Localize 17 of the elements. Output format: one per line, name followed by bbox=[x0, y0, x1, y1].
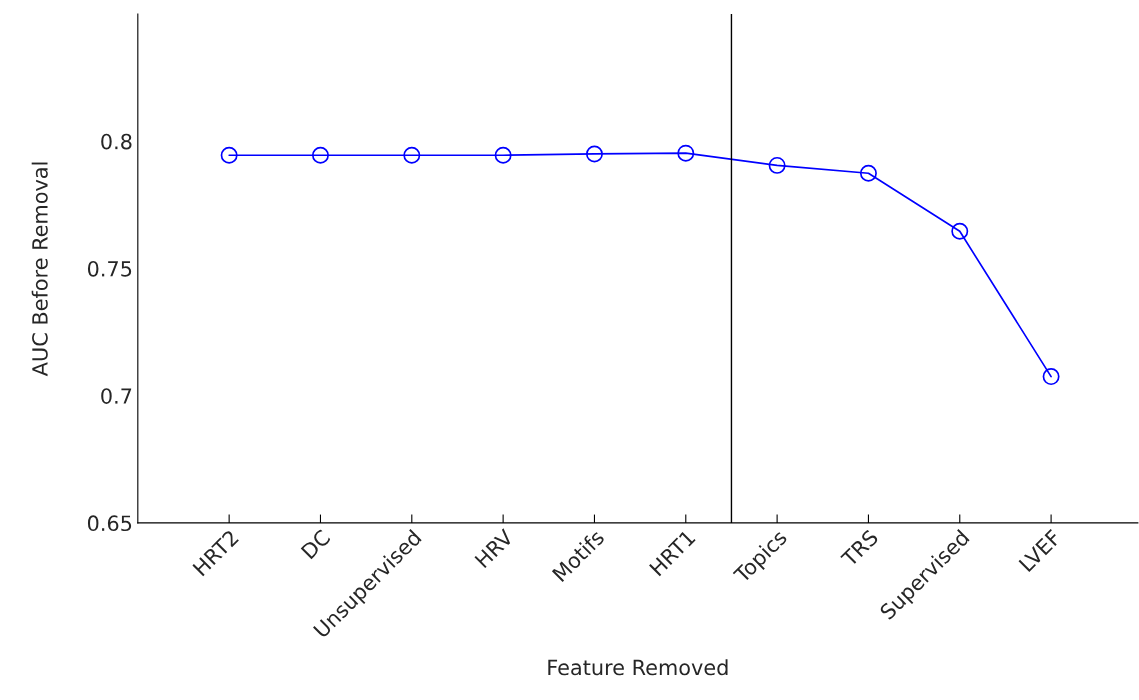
point bbox=[312, 146, 329, 164]
point bbox=[951, 222, 969, 240]
y-tick-label: 0.8 bbox=[101, 133, 132, 150]
point bbox=[859, 164, 877, 182]
x-tick-label: TRS bbox=[840, 528, 880, 568]
y-tick-label: 0.75 bbox=[87, 260, 132, 277]
point bbox=[585, 145, 603, 163]
point bbox=[403, 146, 421, 164]
x-axis-title: Feature Removed bbox=[548, 659, 728, 676]
point bbox=[1042, 368, 1060, 386]
y-tick-label: 0.65 bbox=[87, 515, 132, 532]
y-tick-label: 0.7 bbox=[101, 388, 132, 404]
point bbox=[677, 144, 695, 162]
point bbox=[494, 146, 512, 164]
point bbox=[768, 156, 786, 174]
y-axis-title: AUC Before Removal bbox=[31, 162, 48, 377]
point bbox=[220, 146, 238, 164]
